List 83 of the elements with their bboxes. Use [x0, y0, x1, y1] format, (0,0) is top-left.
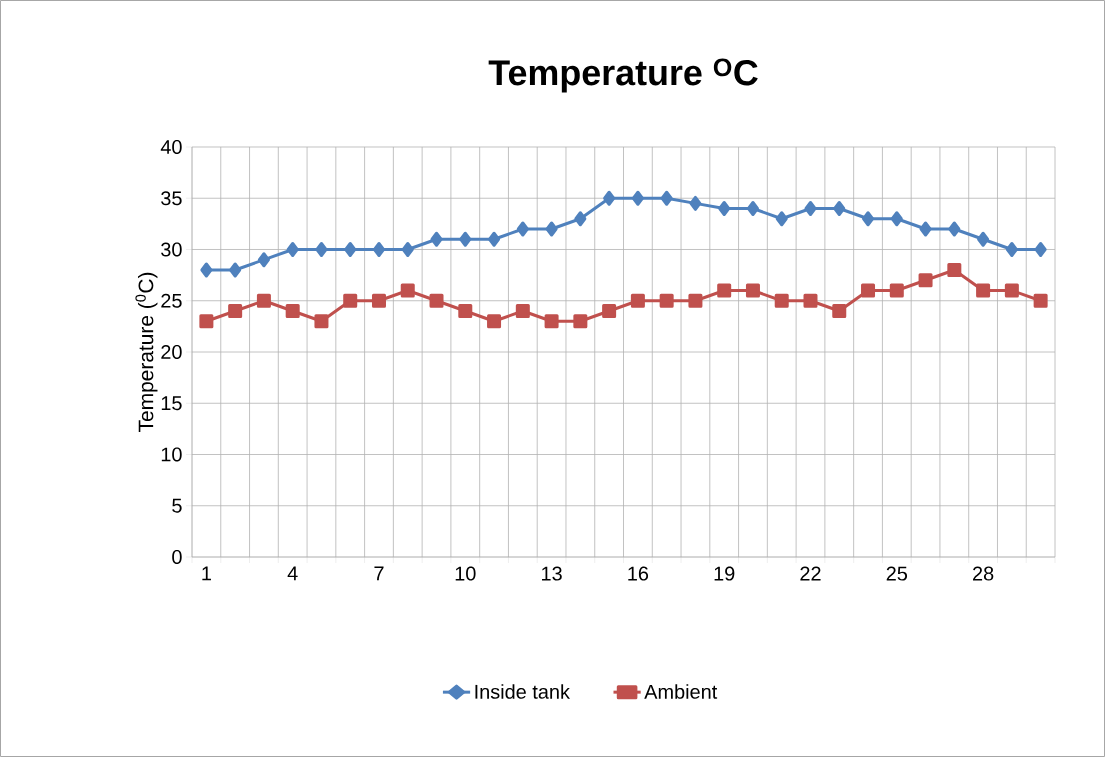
legend-label: Inside tank — [475, 684, 570, 699]
point — [256, 293, 271, 308]
point — [315, 242, 328, 257]
point — [919, 221, 932, 237]
y-tick-label: 35 — [161, 191, 182, 206]
point — [200, 262, 213, 278]
point — [372, 242, 385, 257]
point — [746, 201, 759, 216]
x-tick-label: 7 — [374, 566, 384, 581]
point — [371, 293, 386, 308]
point — [630, 293, 645, 308]
point — [745, 283, 760, 298]
y-tick-label: 15 — [161, 396, 182, 411]
y-tick-label: 30 — [161, 242, 182, 257]
point — [429, 293, 444, 308]
point — [603, 190, 616, 206]
point — [659, 293, 674, 308]
point — [199, 314, 214, 329]
point — [459, 231, 472, 247]
x-tick-label: 25 — [886, 566, 908, 581]
point — [861, 283, 876, 298]
point — [688, 293, 703, 308]
x-tick-label: 1 — [202, 566, 211, 581]
point — [487, 314, 502, 329]
point — [947, 263, 962, 277]
point — [718, 201, 731, 216]
point — [545, 221, 558, 237]
point — [602, 304, 617, 318]
point — [1004, 283, 1019, 298]
y-tick-label: 10 — [161, 447, 182, 462]
point — [574, 211, 587, 227]
point — [401, 242, 414, 257]
point — [862, 211, 875, 227]
point — [573, 314, 588, 329]
point — [890, 211, 903, 227]
point — [515, 304, 530, 318]
point — [717, 283, 732, 298]
point — [976, 283, 991, 298]
point — [257, 252, 270, 268]
y-tick-label: 0 — [172, 549, 182, 565]
x-tick-label: 10 — [455, 566, 476, 581]
point — [285, 304, 300, 318]
point — [660, 190, 673, 206]
y-tick-label: 40 — [160, 139, 182, 155]
point — [1005, 242, 1018, 257]
point — [977, 231, 990, 247]
point — [430, 231, 443, 247]
y-tick-label: 5 — [172, 498, 182, 513]
point — [1034, 242, 1047, 257]
chart-title: Temperature $^{O}$C — [488, 58, 758, 93]
point — [775, 211, 788, 227]
y-axis-title: Temperature ($^{0}$C) — [135, 272, 158, 432]
point — [948, 221, 961, 237]
point — [343, 293, 358, 308]
point — [314, 314, 329, 329]
point — [833, 201, 846, 216]
point — [689, 195, 702, 211]
x-tick-label: 16 — [628, 566, 649, 581]
point — [228, 304, 243, 318]
point — [488, 231, 501, 247]
x-tick-label: 28 — [973, 566, 994, 581]
point — [1033, 293, 1048, 308]
point — [804, 201, 817, 216]
legend-label: Ambient — [644, 684, 718, 699]
y-tick-label: 20 — [161, 344, 182, 360]
point — [458, 304, 473, 318]
x-tick-label: 19 — [714, 566, 735, 581]
point — [286, 242, 299, 257]
point — [918, 273, 933, 288]
x-tick-label: 22 — [800, 566, 821, 581]
point — [400, 283, 415, 298]
point — [889, 283, 904, 298]
point — [631, 190, 644, 206]
point — [832, 304, 847, 318]
point — [803, 293, 818, 308]
point — [344, 242, 357, 257]
y-tick-label: 25 — [161, 293, 182, 308]
point — [774, 293, 789, 308]
point — [544, 314, 559, 329]
point — [229, 262, 242, 278]
point — [516, 221, 529, 237]
x-tick-label: 13 — [542, 566, 562, 581]
x-tick-label: 4 — [287, 566, 298, 581]
